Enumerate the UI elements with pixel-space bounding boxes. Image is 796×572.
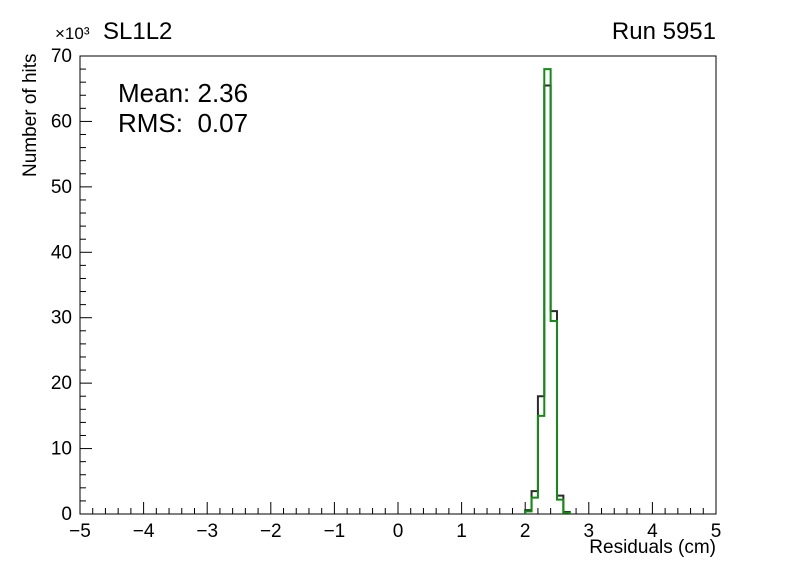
y-tick-label: 70 (51, 46, 72, 67)
stats-mean-text: Mean: 2.36 (118, 78, 249, 108)
x-tick-label: 4 (647, 521, 658, 542)
y-tick-label: 20 (51, 373, 72, 394)
y-tick-label: 50 (51, 177, 72, 198)
y-tick-label: 10 (51, 439, 72, 460)
y-tick-label: 60 (51, 111, 72, 132)
x-axis-title: Residuals (cm) (589, 537, 716, 558)
histogram-black (524, 84, 571, 514)
x-tick-label: 0 (393, 521, 404, 542)
x-tick-label: −4 (133, 521, 155, 542)
y-axis-title: Number of hits (20, 53, 41, 177)
y-tick-label: 30 (51, 308, 72, 329)
x-tick-label: −3 (196, 521, 218, 542)
y-tick-label: 0 (61, 504, 72, 525)
x-tick-label: 5 (711, 521, 722, 542)
plot-title: SL1L2 (103, 18, 173, 45)
x-tick-label: −2 (260, 521, 282, 542)
y-tick-label: 40 (51, 242, 72, 263)
stats-rms-text: RMS: 0.07 (118, 108, 249, 138)
x-tick-label: 2 (520, 521, 531, 542)
x-tick-label: 3 (584, 521, 595, 542)
x-tick-label: −1 (324, 521, 346, 542)
x-tick-label: 1 (456, 521, 467, 542)
x-tick-label: −5 (69, 521, 91, 542)
y-axis-scale-label: ×10³ (55, 24, 90, 43)
histogram-green (524, 68, 571, 514)
run-number-label: Run 5951 (611, 18, 716, 45)
